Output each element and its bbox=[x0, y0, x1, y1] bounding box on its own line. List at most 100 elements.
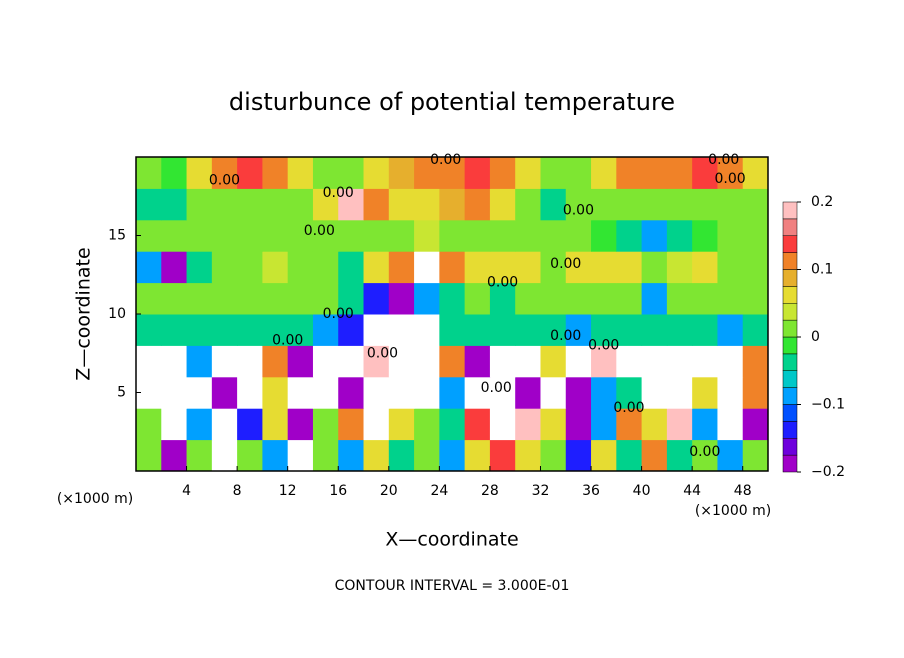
x-tick-label: 48 bbox=[734, 483, 752, 499]
contour-label: 0.00 bbox=[689, 444, 720, 460]
contour-label: 0.00 bbox=[430, 152, 461, 168]
cell bbox=[641, 188, 668, 221]
cell bbox=[388, 345, 415, 378]
cell bbox=[464, 314, 491, 346]
cell bbox=[414, 376, 440, 409]
cell bbox=[616, 251, 643, 284]
cell bbox=[591, 314, 617, 346]
cell bbox=[489, 282, 516, 315]
cell bbox=[464, 345, 491, 378]
cell bbox=[515, 314, 541, 346]
cell bbox=[312, 314, 339, 346]
cell bbox=[237, 439, 263, 472]
cell bbox=[692, 219, 718, 252]
cell bbox=[565, 314, 592, 346]
cell bbox=[742, 439, 769, 472]
cell bbox=[591, 157, 617, 189]
colorbar-swatch bbox=[782, 404, 798, 422]
cell bbox=[262, 408, 289, 441]
x-tick-label: 24 bbox=[430, 483, 448, 499]
cell bbox=[414, 282, 440, 315]
cell bbox=[616, 188, 643, 221]
contour-label: 0.00 bbox=[481, 380, 512, 396]
cell bbox=[742, 314, 769, 346]
x-tick-label: 28 bbox=[481, 483, 499, 499]
cell bbox=[414, 219, 440, 252]
cell bbox=[237, 188, 263, 221]
cell bbox=[363, 376, 390, 409]
cell bbox=[186, 188, 213, 221]
cell bbox=[641, 282, 668, 315]
cell bbox=[591, 219, 617, 252]
cell bbox=[489, 376, 516, 409]
cell bbox=[717, 219, 744, 252]
cell bbox=[742, 188, 769, 221]
cell bbox=[211, 439, 238, 472]
cell bbox=[692, 439, 718, 472]
colorbar-swatch bbox=[782, 387, 798, 405]
cell bbox=[414, 314, 440, 346]
cell bbox=[666, 219, 693, 252]
colorbar-swatch bbox=[782, 454, 798, 473]
cell bbox=[666, 345, 693, 378]
cell bbox=[666, 251, 693, 284]
cell bbox=[489, 439, 516, 472]
cell bbox=[186, 345, 213, 378]
cell bbox=[489, 251, 516, 284]
cell bbox=[186, 251, 213, 284]
cell bbox=[439, 314, 466, 346]
cell bbox=[464, 408, 491, 441]
cell bbox=[540, 345, 567, 378]
cell bbox=[388, 314, 415, 346]
cell bbox=[540, 314, 567, 346]
cell bbox=[616, 282, 643, 315]
cell bbox=[211, 282, 238, 315]
cell bbox=[388, 376, 415, 409]
cell bbox=[338, 314, 365, 346]
cell bbox=[641, 439, 668, 472]
cell bbox=[237, 345, 263, 378]
cell bbox=[211, 314, 238, 346]
x-tick-label: 36 bbox=[582, 483, 600, 499]
cell bbox=[312, 157, 339, 189]
contour-label: 0.00 bbox=[487, 275, 518, 291]
cell bbox=[591, 345, 617, 378]
cell bbox=[515, 376, 541, 409]
cell bbox=[312, 376, 339, 409]
cell bbox=[237, 157, 263, 189]
cell bbox=[489, 314, 516, 346]
cell bbox=[591, 251, 617, 284]
colorbar-swatch bbox=[782, 252, 798, 270]
cell bbox=[211, 219, 238, 252]
cell bbox=[591, 188, 617, 221]
cell bbox=[338, 376, 365, 409]
cell bbox=[666, 439, 693, 472]
colorbar-swatch bbox=[782, 353, 798, 371]
cell bbox=[591, 439, 617, 472]
cell bbox=[287, 188, 314, 221]
cell bbox=[262, 157, 289, 189]
cell bbox=[565, 376, 592, 409]
colorbar-swatch bbox=[782, 235, 798, 253]
cell bbox=[388, 157, 415, 189]
contour-label: 0.00 bbox=[323, 306, 354, 322]
colorbar-swatch bbox=[782, 269, 798, 287]
cell bbox=[540, 188, 567, 221]
cell bbox=[666, 314, 693, 346]
colorbar-tick-label: 0 bbox=[811, 329, 820, 345]
cell bbox=[641, 376, 668, 409]
cell bbox=[692, 314, 718, 346]
cell bbox=[439, 219, 466, 252]
cell bbox=[312, 345, 339, 378]
contour-label: 0.00 bbox=[708, 152, 739, 168]
cell bbox=[591, 408, 617, 441]
cell bbox=[616, 157, 643, 189]
cell bbox=[565, 345, 592, 378]
cell bbox=[641, 314, 668, 346]
cell bbox=[717, 157, 744, 189]
contour-label: 0.00 bbox=[613, 400, 644, 416]
cell bbox=[717, 408, 744, 441]
cell bbox=[742, 219, 769, 252]
cell bbox=[565, 408, 592, 441]
